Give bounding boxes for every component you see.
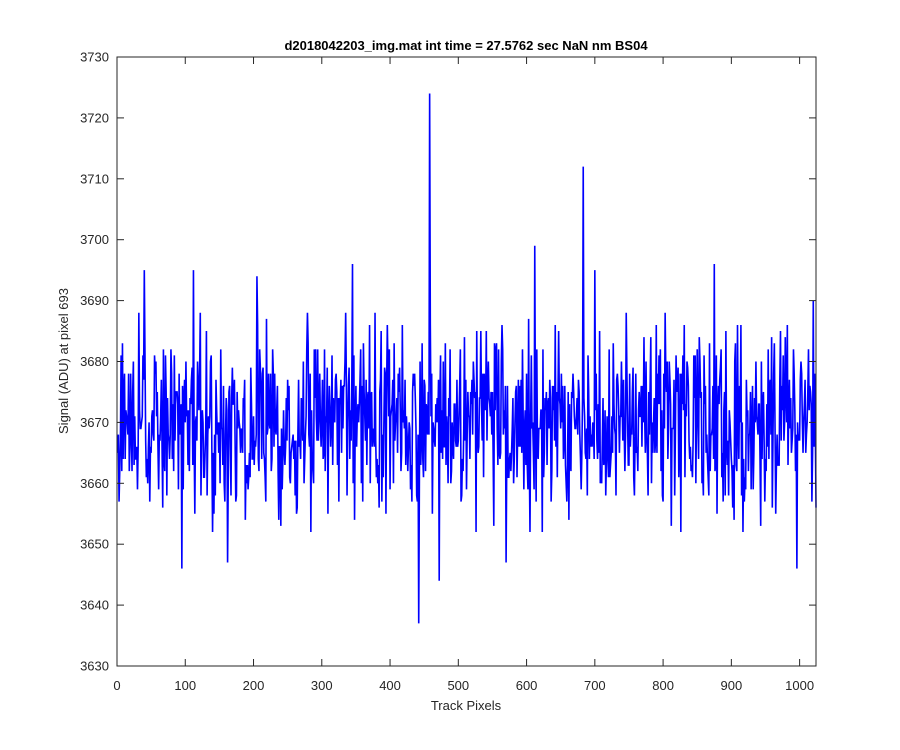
y-tick-label: 3720 xyxy=(80,110,109,125)
x-axis-label: Track Pixels xyxy=(431,698,502,713)
x-tick-label: 600 xyxy=(516,678,538,693)
y-tick-label: 3710 xyxy=(80,171,109,186)
x-tick-label: 700 xyxy=(584,678,606,693)
x-tick-label: 500 xyxy=(447,678,469,693)
y-tick-label: 3630 xyxy=(80,659,109,674)
x-tick-label: 200 xyxy=(243,678,265,693)
data-layer xyxy=(116,93,817,624)
y-tick-label: 3680 xyxy=(80,354,109,369)
chart-title: d2018042203_img.mat int time = 27.5762 s… xyxy=(284,38,648,53)
x-tick-label: 100 xyxy=(174,678,196,693)
y-tick-label: 3690 xyxy=(80,293,109,308)
y-axis: 3630 3640 3650 3660 3670 3680 3690 3700 3710 3720… xyxy=(80,50,816,674)
x-tick-label: 0 xyxy=(113,678,120,693)
x-tick-label: 400 xyxy=(379,678,401,693)
plot-area xyxy=(117,57,816,666)
x-tick-label: 800 xyxy=(652,678,674,693)
x-tick-label: 900 xyxy=(721,678,743,693)
y-tick-label: 3670 xyxy=(80,415,109,430)
x-tick-label: 1000 xyxy=(785,678,814,693)
signal-series-line xyxy=(116,93,817,624)
x-tick-label: 300 xyxy=(311,678,333,693)
y-tick-label: 3650 xyxy=(80,537,109,552)
y-tick-label: 3660 xyxy=(80,476,109,491)
y-tick-label: 3700 xyxy=(80,232,109,247)
y-tick-label: 3640 xyxy=(80,598,109,613)
y-tick-label: 3730 xyxy=(80,50,109,65)
y-axis-label: Signal (ADU) at pixel 693 xyxy=(56,288,71,434)
x-axis: 0 100 200 300 400 500 600 700 800 900 1000 xyxy=(113,57,814,693)
